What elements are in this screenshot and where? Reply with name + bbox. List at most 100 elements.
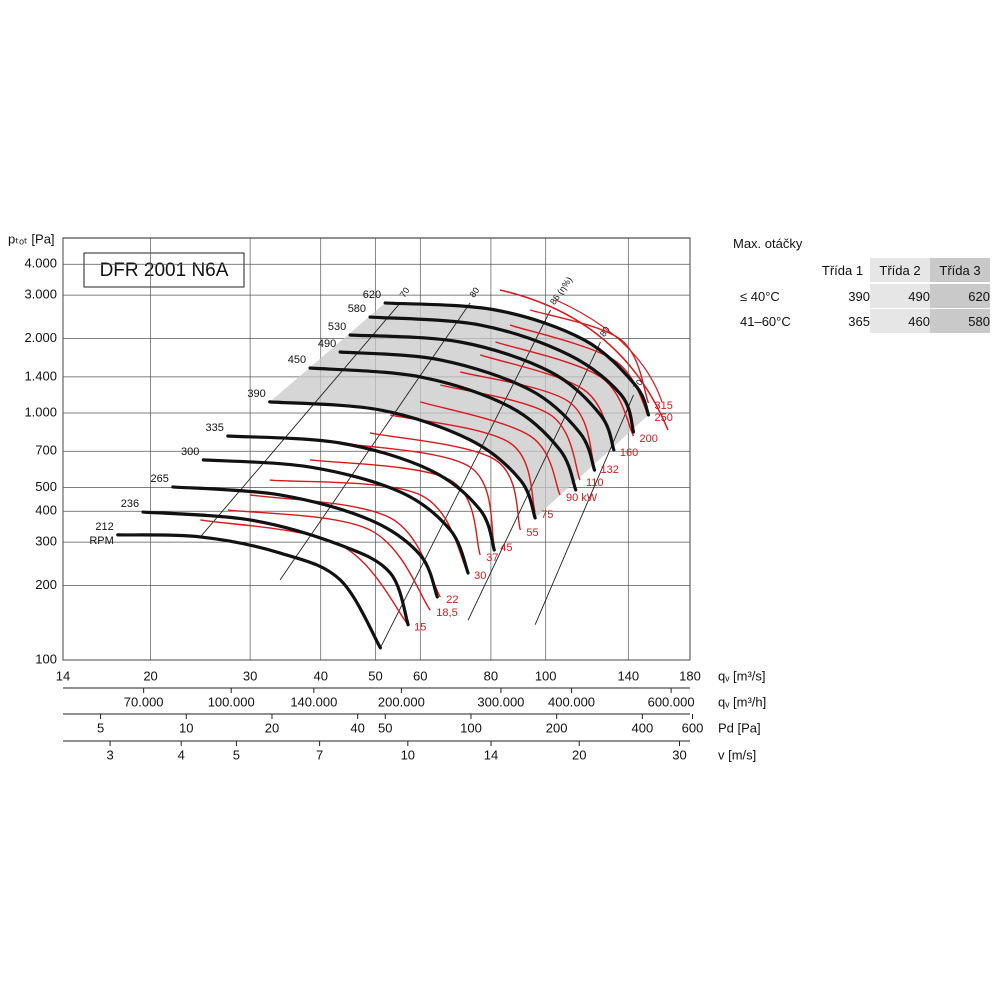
axis-label: qᵥ [m³/h] <box>718 694 766 709</box>
tick-label: 5 <box>97 720 104 735</box>
efficiency-label: 70 <box>631 378 645 392</box>
rpm-label: 335 <box>205 422 223 434</box>
tick-label: 14 <box>484 747 498 762</box>
rpm-curve <box>141 510 410 627</box>
y-tick-label: 2.000 <box>24 330 57 345</box>
axis-label: Pd [Pa] <box>718 720 761 735</box>
table-cell: Třída 2 <box>870 258 930 282</box>
y-tick-label: 1.000 <box>24 404 57 419</box>
y-tick-label: 200 <box>35 577 57 592</box>
power-label: 55 <box>526 527 538 539</box>
rpm-curve <box>201 458 470 575</box>
x-tick-label: 50 <box>368 668 382 683</box>
tick-label: 20 <box>265 720 279 735</box>
rpm-curve <box>308 366 578 492</box>
tick-label: 10 <box>179 720 193 735</box>
power-label: 132 <box>601 464 619 476</box>
tick-label: 400.000 <box>548 694 595 709</box>
table-cell: 41–60°C <box>740 313 791 329</box>
y-axis-label: pₜₒₜ [Pa] <box>8 231 55 246</box>
rpm-curve <box>116 533 382 650</box>
tick-label: 10 <box>401 747 415 762</box>
limit-arc <box>555 299 663 403</box>
power-label: 30 <box>474 570 486 582</box>
x-tick-label: 40 <box>314 668 328 683</box>
tick-label: 200.000 <box>378 694 425 709</box>
power-curve <box>420 401 561 496</box>
power-label: 75 <box>541 509 553 521</box>
tick-label: 50 <box>378 720 392 735</box>
tick-label: 20 <box>572 747 586 762</box>
table-cell: ≤ 40°C <box>740 288 780 304</box>
y-tick-label: 100 <box>35 651 57 666</box>
rpm-curve <box>348 333 616 452</box>
x-tick-label: 180 <box>679 668 701 683</box>
rpm-curve <box>383 301 651 417</box>
rpm-label: 530 <box>328 321 346 333</box>
table-cell: 620 <box>930 284 990 308</box>
power-label: 315 <box>654 400 672 412</box>
rpm-curve <box>226 434 496 552</box>
power-label: 45 <box>500 542 512 554</box>
power-curve <box>340 442 495 546</box>
y-tick-label: 300 <box>35 534 57 549</box>
power-curve <box>440 384 581 481</box>
power-label: 15 <box>414 622 426 634</box>
rpm-unit: RPM <box>89 535 113 547</box>
x-tick-label: 20 <box>143 668 157 683</box>
power-label: 22 <box>446 594 458 606</box>
y-tick-label: 3.000 <box>24 287 57 302</box>
power-curve <box>369 432 522 531</box>
tick-label: 5 <box>233 747 240 762</box>
efficiency-label: 70 <box>398 285 412 299</box>
tick-label: 4 <box>178 747 185 762</box>
y-tick-label: 4.000 <box>24 256 57 271</box>
table-cell: Třída 3 <box>930 258 990 282</box>
tick-label: 100.000 <box>208 694 255 709</box>
tick-label: 40 <box>350 720 364 735</box>
rpm-curve <box>268 400 537 520</box>
tick-label: 200 <box>546 720 568 735</box>
power-label: 37 <box>486 552 498 564</box>
tick-label: 400 <box>632 720 654 735</box>
high-pressure-zone <box>269 302 649 518</box>
tick-label: 70.000 <box>124 694 164 709</box>
rpm-curve <box>368 315 636 434</box>
y-tick-label: 500 <box>35 479 57 494</box>
table-cell: Třída 1 <box>821 262 864 278</box>
rpm-label: 490 <box>318 338 336 350</box>
rpm-label: 450 <box>288 354 306 366</box>
efficiency-line <box>279 302 471 581</box>
efficiency-line <box>200 302 401 538</box>
table-cell: 490 <box>870 284 930 308</box>
rpm-curve <box>171 485 439 599</box>
title-box <box>83 252 245 288</box>
tick-label: 3 <box>106 747 113 762</box>
rpm-label: 300 <box>181 446 199 458</box>
power-label: 160 <box>620 447 638 459</box>
x-tick-label: 100 <box>535 668 557 683</box>
y-tick-label: 400 <box>35 503 57 518</box>
power-curve <box>460 371 596 468</box>
rpm-label: 390 <box>247 388 265 400</box>
rpm-label: 212 <box>95 521 113 533</box>
table-cell: 390 <box>848 288 870 304</box>
tick-label: 140.000 <box>290 694 337 709</box>
rpm-curve <box>338 350 597 472</box>
tick-label: 300.000 <box>477 694 524 709</box>
power-label: 90 kW <box>566 492 598 504</box>
table-cell: 365 <box>848 313 870 329</box>
rpm-label: 620 <box>363 289 381 301</box>
x-tick-label: 14 <box>56 668 70 683</box>
chart-title: DFR 2001 N6A <box>100 260 229 281</box>
table-cell: 580 <box>930 309 990 333</box>
power-curve <box>227 509 431 611</box>
tick-label: 30 <box>672 747 686 762</box>
rpm-label: 265 <box>150 473 168 485</box>
tick-label: 600.000 <box>648 694 695 709</box>
rpm-label: 580 <box>348 303 366 315</box>
power-label: 250 <box>654 412 672 424</box>
rpm-label: 236 <box>121 498 139 510</box>
